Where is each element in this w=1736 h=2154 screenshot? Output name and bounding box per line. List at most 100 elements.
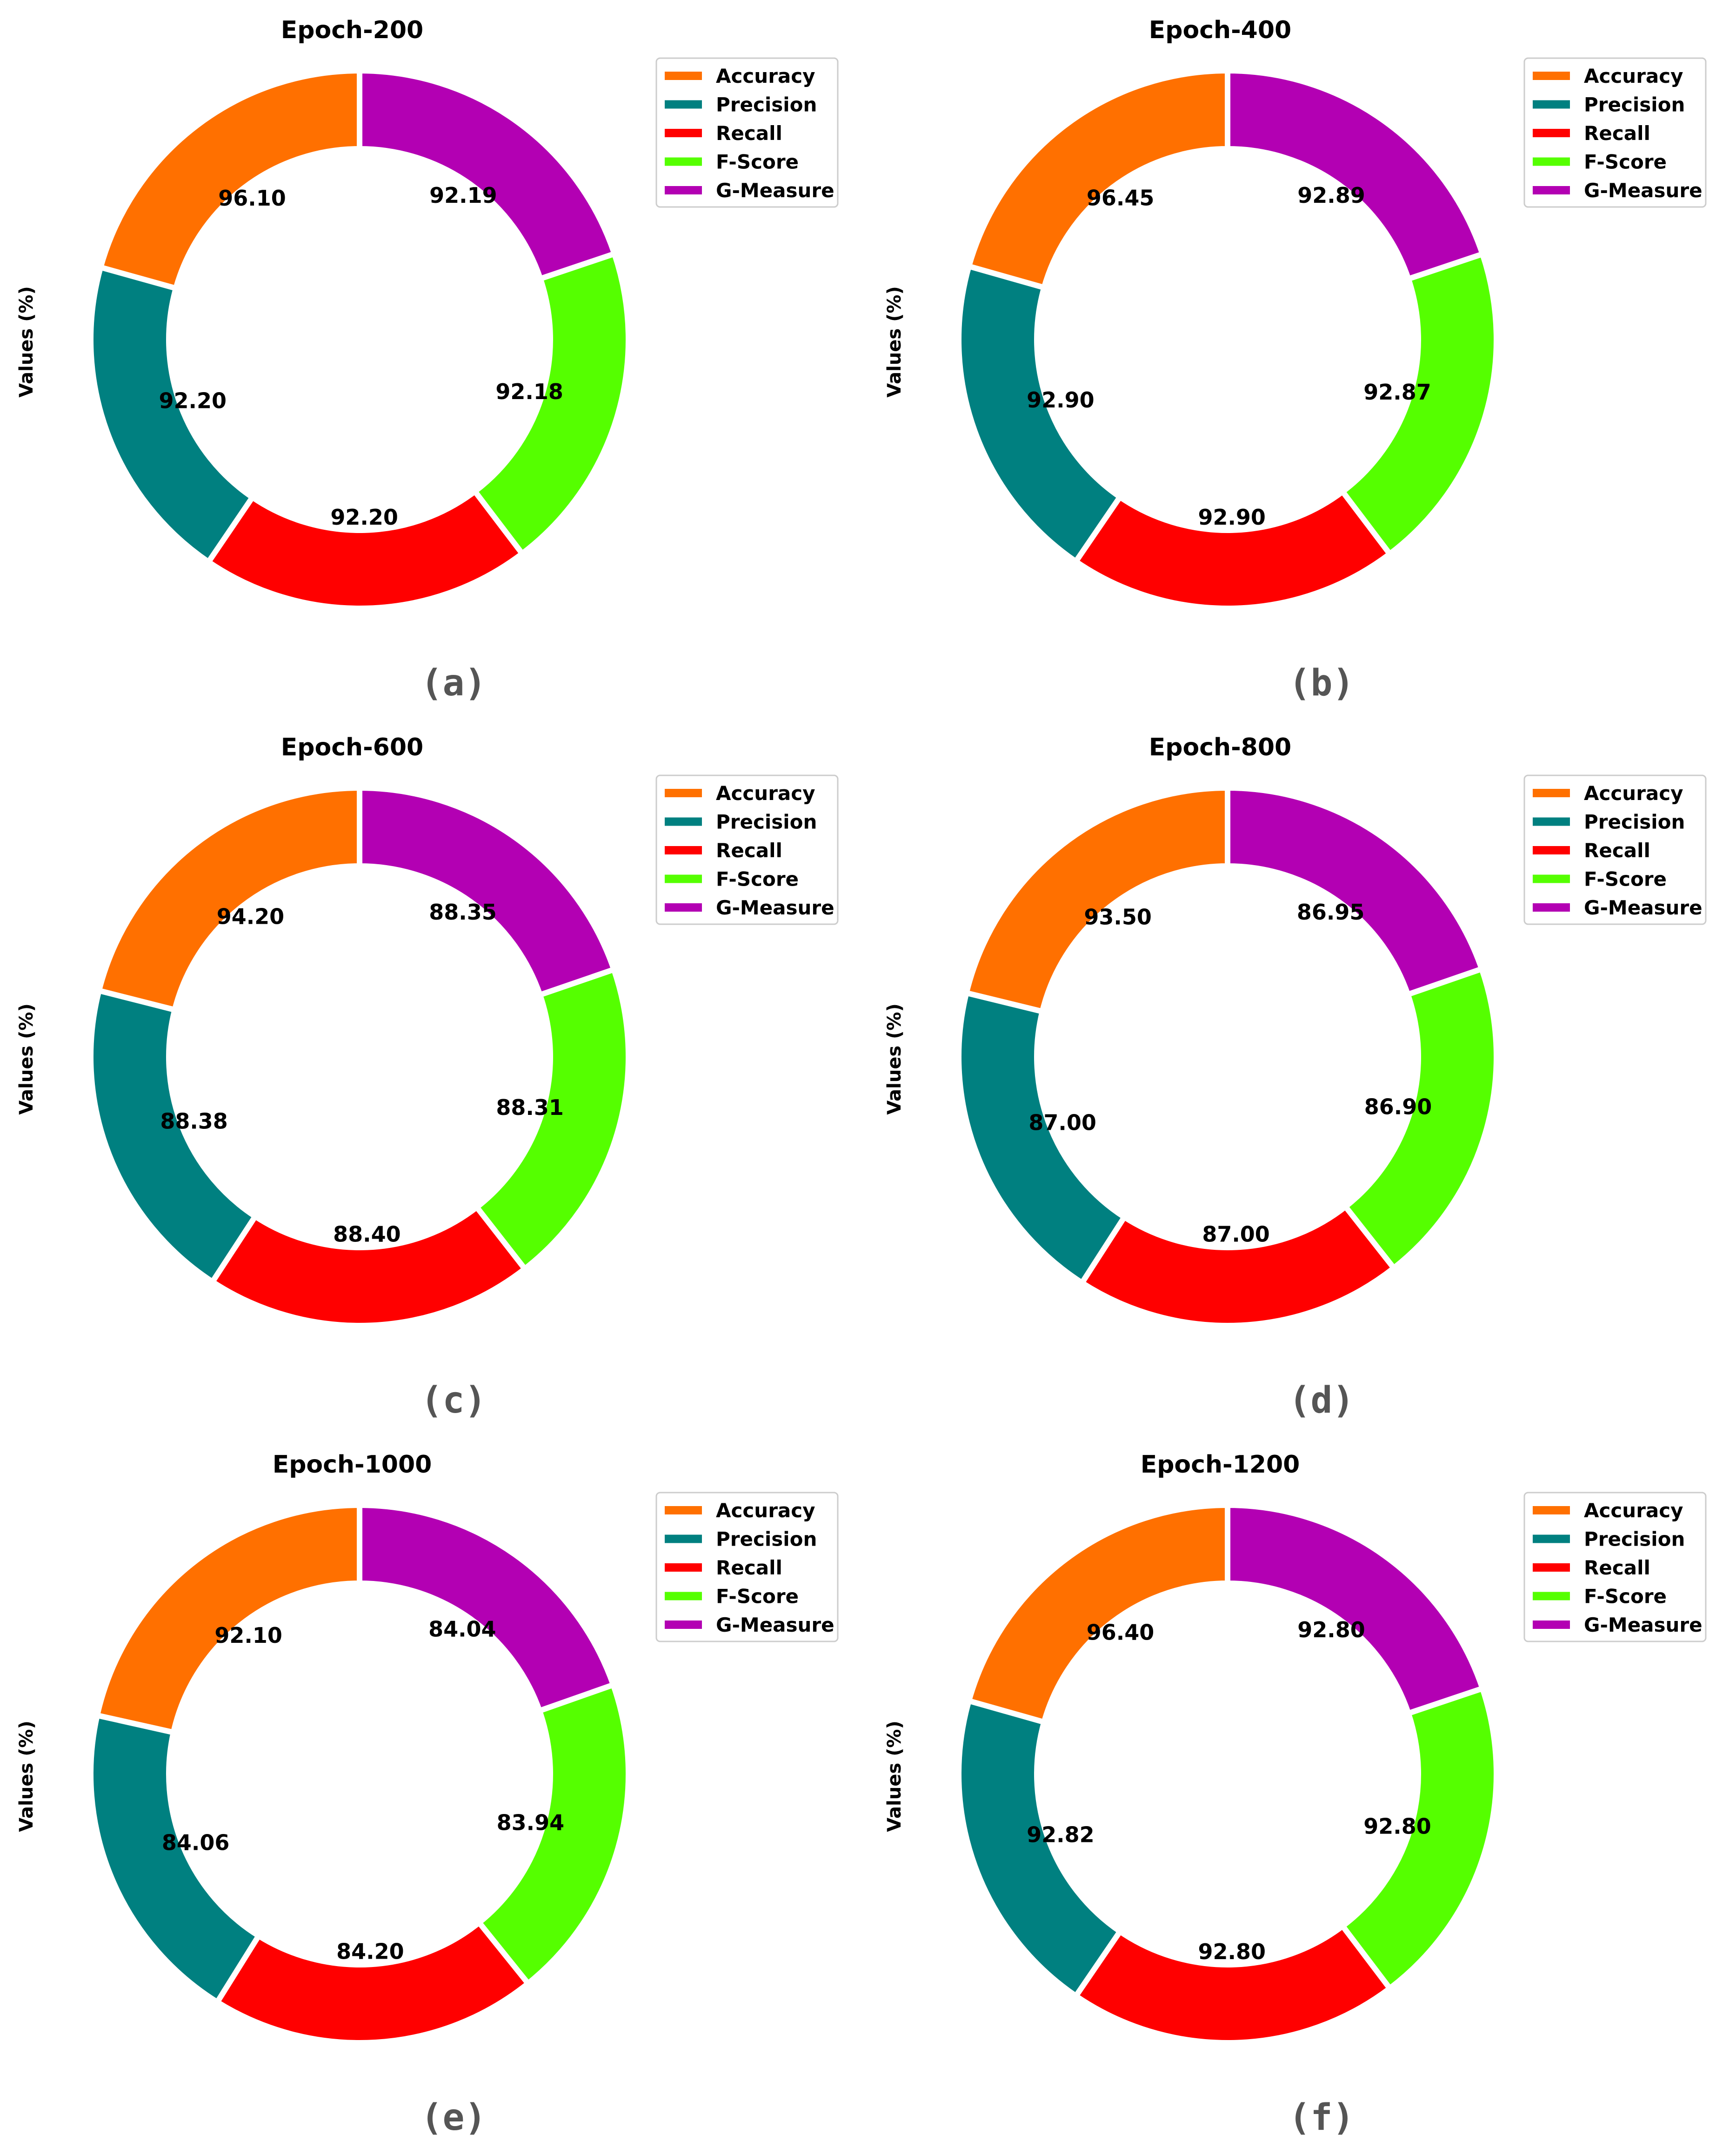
wedge-recall xyxy=(1072,1922,1394,2046)
wedge-precision xyxy=(88,1712,263,2006)
panel-title: Epoch-600 xyxy=(281,734,423,761)
wedge-accuracy xyxy=(963,785,1230,1015)
legend-swatch-g-measure xyxy=(1533,903,1570,912)
wedge-accuracy xyxy=(93,1502,362,1736)
legend-label-precision: Precision xyxy=(1584,811,1685,834)
legend-label-g-measure: G-Measure xyxy=(1584,179,1703,202)
value-label-precision: 92.90 xyxy=(1027,387,1095,413)
legend-label-recall: Recall xyxy=(716,1556,782,1579)
wedge-precision xyxy=(956,989,1128,1287)
legend xyxy=(655,1492,839,1642)
value-label-accuracy: 96.10 xyxy=(218,186,286,211)
legend-swatch-f-score xyxy=(1533,157,1570,166)
legend xyxy=(1523,774,1707,925)
wedge-recall xyxy=(1072,487,1394,611)
legend-swatch-precision xyxy=(665,100,702,109)
legend-label-g-measure: G-Measure xyxy=(1584,1614,1703,1636)
y-axis-label: Values (%) xyxy=(16,1721,37,1832)
legend-label-recall: Recall xyxy=(1584,122,1650,145)
legend-swatch-g-measure xyxy=(665,1621,702,1629)
panel-title: Epoch-800 xyxy=(1149,734,1291,761)
panel-title: Epoch-200 xyxy=(281,16,423,44)
value-label-g-measure: 92.89 xyxy=(1297,183,1365,208)
wedge-g-measure xyxy=(1225,67,1486,283)
legend-swatch-f-score xyxy=(665,1592,702,1600)
wedge-recall xyxy=(1078,1202,1398,1328)
panel-title: Epoch-1000 xyxy=(273,1451,432,1479)
value-label-recall: 92.20 xyxy=(330,505,398,530)
subfigure-label: (f) xyxy=(1289,2097,1355,2139)
subfigure-label: (d) xyxy=(1289,1380,1355,1421)
panel-epoch-800: Epoch-800 Values (%) 93.50 87.00 87.00 86.90 8… xyxy=(884,734,1707,1421)
legend-swatch-f-score xyxy=(665,874,702,883)
wedge-recall xyxy=(213,1919,532,2046)
value-label-g-measure: 86.95 xyxy=(1297,900,1365,925)
legend-label-f-score: F-Score xyxy=(1584,868,1667,891)
legend-swatch-recall xyxy=(1533,846,1570,854)
wedge-g-measure xyxy=(357,785,618,999)
legend-label-precision: Precision xyxy=(716,811,817,834)
legend-label-g-measure: G-Measure xyxy=(716,896,835,919)
legend-swatch-f-score xyxy=(1533,1592,1570,1600)
value-label-f-score: 92.80 xyxy=(1363,1814,1431,1839)
value-label-recall: 84.20 xyxy=(336,1939,404,1964)
legend xyxy=(1523,57,1707,208)
value-label-accuracy: 93.50 xyxy=(1084,905,1152,930)
wedge-recall xyxy=(208,1203,529,1328)
legend-label-recall: Recall xyxy=(716,839,782,862)
panel-epoch-1200: Epoch-1200 Values (%) 96.40 92.82 92.80 92.80… xyxy=(884,1451,1707,2139)
wedge-f-score xyxy=(471,250,631,558)
legend-label-f-score: F-Score xyxy=(716,868,799,891)
subfigure-label: (e) xyxy=(421,2097,487,2139)
value-label-g-measure: 92.80 xyxy=(1297,1617,1365,1642)
wedge-accuracy xyxy=(965,67,1230,291)
legend-label-g-measure: G-Measure xyxy=(716,179,835,202)
panel-epoch-400: Epoch-400 Values (%) 96.45 92.90 92.90 92.87 9… xyxy=(884,16,1707,704)
legend-swatch-precision xyxy=(665,817,702,826)
legend-swatch-g-measure xyxy=(665,903,702,912)
legend-swatch-g-measure xyxy=(1533,186,1570,194)
legend-swatch-recall xyxy=(1533,1563,1570,1572)
wedge-precision xyxy=(88,987,260,1286)
wedge-g-measure xyxy=(357,67,618,282)
legend-label-f-score: F-Score xyxy=(716,1585,799,1608)
legend-swatch-recall xyxy=(1533,129,1570,137)
legend-swatch-g-measure xyxy=(1533,1621,1570,1629)
legend-label-recall: Recall xyxy=(716,122,782,145)
legend-label-precision: Precision xyxy=(1584,93,1685,116)
legend-swatch-precision xyxy=(1533,100,1570,109)
legend-label-f-score: F-Score xyxy=(1584,1585,1667,1608)
legend-label-g-measure: G-Measure xyxy=(1584,896,1703,919)
legend-swatch-accuracy xyxy=(665,789,702,797)
value-label-precision: 88.38 xyxy=(160,1109,228,1134)
value-label-f-score: 86.90 xyxy=(1364,1094,1432,1120)
legend-swatch-accuracy xyxy=(665,72,702,80)
legend-swatch-accuracy xyxy=(1533,789,1570,797)
legend-swatch-f-score xyxy=(665,157,702,166)
value-label-precision: 84.06 xyxy=(162,1830,230,1855)
legend-label-g-measure: G-Measure xyxy=(716,1614,835,1636)
legend-swatch-precision xyxy=(1533,1534,1570,1543)
value-label-recall: 88.40 xyxy=(333,1222,401,1247)
legend-swatch-accuracy xyxy=(665,1506,702,1514)
panel-title: Epoch-1200 xyxy=(1141,1451,1300,1479)
value-label-g-measure: 88.35 xyxy=(429,900,497,925)
y-axis-label: Values (%) xyxy=(884,1003,905,1114)
legend xyxy=(655,57,839,208)
legend-label-precision: Precision xyxy=(716,93,817,116)
value-label-precision: 92.82 xyxy=(1027,1822,1095,1847)
value-label-g-measure: 92.19 xyxy=(429,183,497,208)
wedge-g-measure xyxy=(1225,1502,1486,1717)
legend-label-accuracy: Accuracy xyxy=(716,1499,815,1522)
value-label-accuracy: 92.10 xyxy=(214,1623,282,1648)
value-label-f-score: 88.31 xyxy=(496,1095,564,1120)
value-label-precision: 92.20 xyxy=(159,388,227,413)
value-label-f-score: 92.18 xyxy=(495,379,563,404)
panel-epoch-600: Epoch-600 Values (%) 94.20 88.38 88.40 88.31 8… xyxy=(16,734,839,1421)
wedge-precision xyxy=(955,263,1124,566)
value-label-f-score: 92.87 xyxy=(1363,380,1431,405)
legend-label-recall: Recall xyxy=(1584,1556,1650,1579)
value-label-accuracy: 96.45 xyxy=(1087,185,1155,210)
legend-label-accuracy: Accuracy xyxy=(716,782,815,805)
panel-epoch-1000: Epoch-1000 Values (%) 92.10 84.06 84.20 83.94… xyxy=(16,1451,839,2139)
